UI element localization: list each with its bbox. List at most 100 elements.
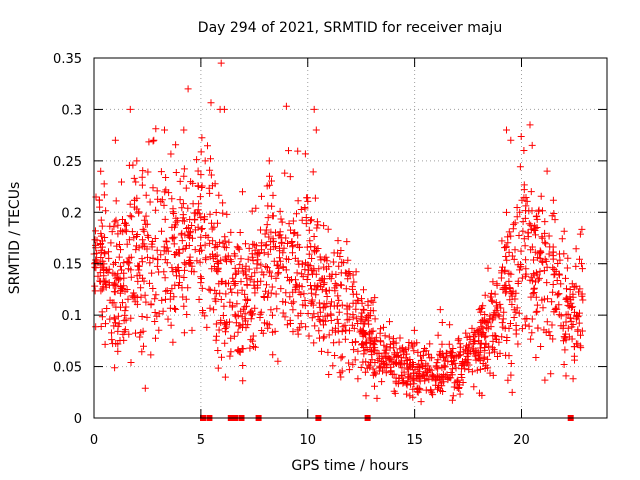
data-point	[226, 352, 234, 360]
data-point	[243, 281, 251, 288]
data-point	[345, 366, 353, 374]
data-point	[502, 351, 510, 359]
data-point	[117, 287, 124, 295]
data-point	[289, 328, 297, 336]
data-point	[337, 269, 345, 277]
data-point	[258, 268, 266, 276]
data-point	[138, 242, 146, 250]
data-point	[386, 318, 393, 326]
data-point	[360, 286, 367, 294]
data-point	[416, 386, 424, 394]
data-point	[197, 275, 205, 282]
data-point	[263, 182, 271, 190]
y-tick-label: 0.35	[53, 52, 82, 67]
data-point	[481, 291, 489, 299]
data-point	[345, 359, 353, 367]
data-point	[502, 253, 510, 260]
data-point	[114, 322, 122, 330]
data-point	[328, 270, 336, 278]
data-point	[97, 240, 105, 247]
data-point	[527, 293, 535, 301]
data-point	[251, 269, 259, 277]
data-point	[133, 231, 141, 238]
data-point	[374, 356, 382, 364]
data-point	[308, 285, 315, 293]
x-tick-label: 20	[513, 433, 530, 448]
data-point	[492, 299, 500, 307]
data-point	[242, 271, 250, 279]
data-point	[208, 219, 215, 227]
data-point	[138, 173, 146, 181]
data-point	[530, 226, 538, 234]
data-point	[323, 300, 331, 308]
data-point	[533, 307, 541, 315]
data-point	[253, 284, 261, 292]
data-point	[392, 377, 400, 385]
data-point	[574, 312, 582, 320]
data-point	[150, 136, 158, 144]
data-point	[318, 347, 325, 355]
data-point	[358, 295, 365, 303]
data-point	[364, 298, 372, 306]
data-point	[196, 193, 204, 201]
data-point	[252, 204, 260, 212]
data-point	[272, 229, 279, 237]
data-point	[415, 373, 423, 381]
data-point	[219, 199, 227, 207]
data-point	[281, 169, 289, 177]
data-point	[577, 344, 585, 352]
data-point	[209, 237, 217, 245]
data-point	[168, 234, 176, 242]
data-point	[288, 299, 296, 307]
data-point	[120, 328, 128, 336]
data-point	[532, 354, 540, 361]
data-point	[110, 223, 118, 231]
data-point	[133, 157, 141, 165]
data-point	[241, 290, 249, 298]
data-point	[324, 348, 332, 356]
data-point	[539, 304, 547, 312]
data-point	[555, 311, 563, 319]
x-tick-label: 5	[197, 433, 205, 448]
data-point	[176, 196, 184, 204]
data-point	[169, 235, 177, 243]
data-point	[354, 296, 362, 304]
data-point	[131, 292, 139, 300]
data-point	[336, 369, 344, 377]
data-point	[510, 314, 518, 321]
data-point	[198, 225, 205, 233]
y-tick-label: 0	[74, 412, 82, 427]
data-point	[172, 221, 179, 229]
data-point	[297, 291, 305, 298]
data-point	[391, 359, 399, 367]
data-point	[266, 269, 274, 277]
data-point	[556, 271, 563, 279]
data-point	[197, 279, 205, 287]
data-point	[485, 349, 493, 357]
data-point	[128, 213, 136, 221]
data-point	[476, 389, 483, 397]
data-point	[527, 335, 535, 343]
data-point	[371, 382, 378, 390]
data-point	[160, 201, 168, 209]
data-point	[303, 194, 311, 202]
data-point	[167, 150, 175, 158]
data-point	[566, 286, 574, 293]
data-point	[280, 244, 288, 252]
data-point	[572, 282, 580, 290]
data-point	[561, 334, 569, 342]
data-point	[323, 312, 331, 320]
data-point	[319, 334, 327, 342]
data-point	[335, 296, 343, 304]
data-point	[275, 269, 282, 277]
data-point	[434, 365, 442, 373]
data-point	[313, 224, 321, 232]
data-point	[148, 243, 156, 251]
data-point	[483, 319, 491, 327]
data-point	[198, 134, 206, 142]
data-point	[158, 227, 165, 235]
data-point	[206, 210, 214, 218]
data-point	[139, 274, 146, 282]
data-point	[520, 194, 528, 202]
data-point	[302, 220, 310, 228]
